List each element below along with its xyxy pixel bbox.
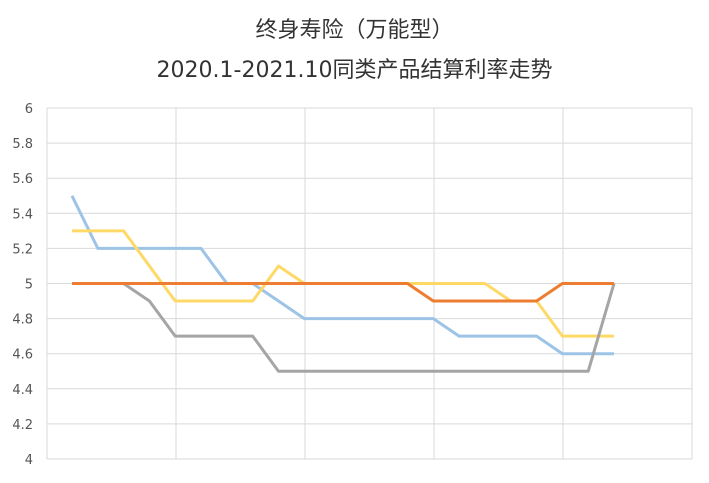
series-line-1: [70, 195, 614, 356]
series-line-3: [72, 282, 616, 373]
y-axis-ticks: 6 5.8 5.6 5.4 5.2 5 4.8 4.6 4.4 4.2 4: [12, 102, 33, 468]
y-tick-label: 6: [25, 102, 33, 117]
y-tick-label: 4.6: [12, 348, 33, 363]
y-tick-label: 4.2: [12, 418, 33, 433]
y-tick-label: 5.4: [12, 207, 33, 222]
y-tick-label: 4.8: [12, 313, 33, 328]
series-line-4: [72, 282, 614, 303]
y-tick-label: 5: [25, 278, 33, 293]
chart-subtitle: 2020.1-2021.10同类产品结算利率走势: [156, 58, 553, 83]
y-tick-label: 5.8: [12, 137, 33, 152]
y-tick-label: 5.6: [12, 172, 33, 187]
chart-series: [70, 195, 616, 373]
y-tick-label: 4.4: [12, 383, 33, 398]
y-tick-label: 5.2: [12, 242, 33, 257]
chart-title: 终身寿险（万能型）: [255, 18, 454, 43]
y-tick-label: 4: [25, 453, 33, 468]
